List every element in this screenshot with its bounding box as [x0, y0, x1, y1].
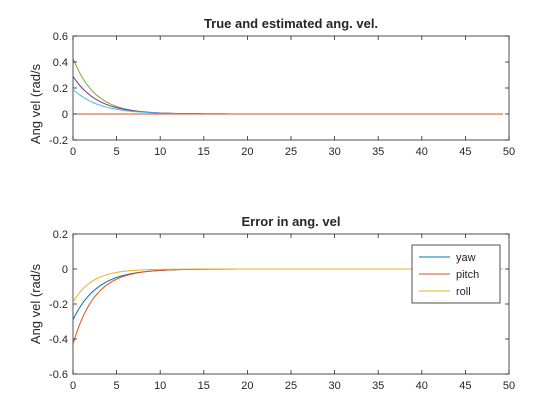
top-x-tick-label: 35 [372, 146, 384, 158]
top-axes-box [72, 35, 510, 141]
top-x-tick-label: 40 [416, 146, 428, 158]
top-x-tick-label: 20 [241, 146, 253, 158]
top-x-tick-label: 30 [328, 146, 340, 158]
bottom-x-tick-label: 45 [459, 380, 471, 392]
top-x-tick-label: 15 [198, 146, 210, 158]
top-x-tick-label: 25 [285, 146, 297, 158]
top-x-tick-label: 0 [70, 146, 76, 158]
top-x-tick-label: 10 [154, 146, 166, 158]
bottom-y-tick-label: -0.6 [49, 369, 68, 381]
bottom-x-tick-label: 10 [154, 380, 166, 392]
bottom-legend-label: roll [456, 286, 471, 298]
bottom-axes: Error in ang. vel Ang vel (rad/s 0 5 10 15 2… [28, 214, 515, 392]
top-axes-ylabel: Ang vel (rad/s [28, 63, 43, 144]
bottom-x-tick-label: 15 [198, 380, 210, 392]
bottom-y-tick-label: 0 [62, 264, 68, 276]
bottom-y-tick-label: -0.2 [49, 299, 68, 311]
bottom-x-tick-label: 30 [328, 380, 340, 392]
bottom-legend-label: yaw [456, 252, 476, 264]
bottom-x-tick-label: 40 [416, 380, 428, 392]
bottom-y-tick-label: 0.2 [53, 229, 68, 241]
bottom-x-tick-label: 50 [503, 380, 515, 392]
bottom-x-tick-label: 5 [114, 380, 120, 392]
bottom-x-tick-label: 20 [241, 380, 253, 392]
top-axes: True and estimated ang. vel. Ang vel (ra… [28, 16, 515, 158]
top-x-tick-label: 50 [503, 146, 515, 158]
bottom-legend: yaw pitch roll [411, 244, 501, 304]
bottom-x-tick-label: 35 [372, 380, 384, 392]
top-x-tick-label: 5 [114, 146, 120, 158]
bottom-axes-title: Error in ang. vel [242, 214, 341, 229]
bottom-y-tick-label: -0.4 [49, 334, 68, 346]
bottom-legend-label: pitch [456, 269, 479, 281]
top-x-tick-label: 45 [459, 146, 471, 158]
top-y-tick-label: 0.6 [53, 31, 68, 43]
bottom-x-tick-label: 0 [70, 380, 76, 392]
bottom-axes-ylabel: Ang vel (rad/s [28, 263, 43, 344]
top-series-group [73, 57, 503, 115]
top-axes-title: True and estimated ang. vel. [204, 16, 378, 31]
bottom-x-tick-label: 25 [285, 380, 297, 392]
top-y-tick-label: 0.4 [53, 57, 68, 69]
top-y-tick-label: 0 [62, 109, 68, 121]
top-y-tick-label: -0.2 [49, 135, 68, 147]
top-y-tick-label: 0.2 [53, 83, 68, 95]
